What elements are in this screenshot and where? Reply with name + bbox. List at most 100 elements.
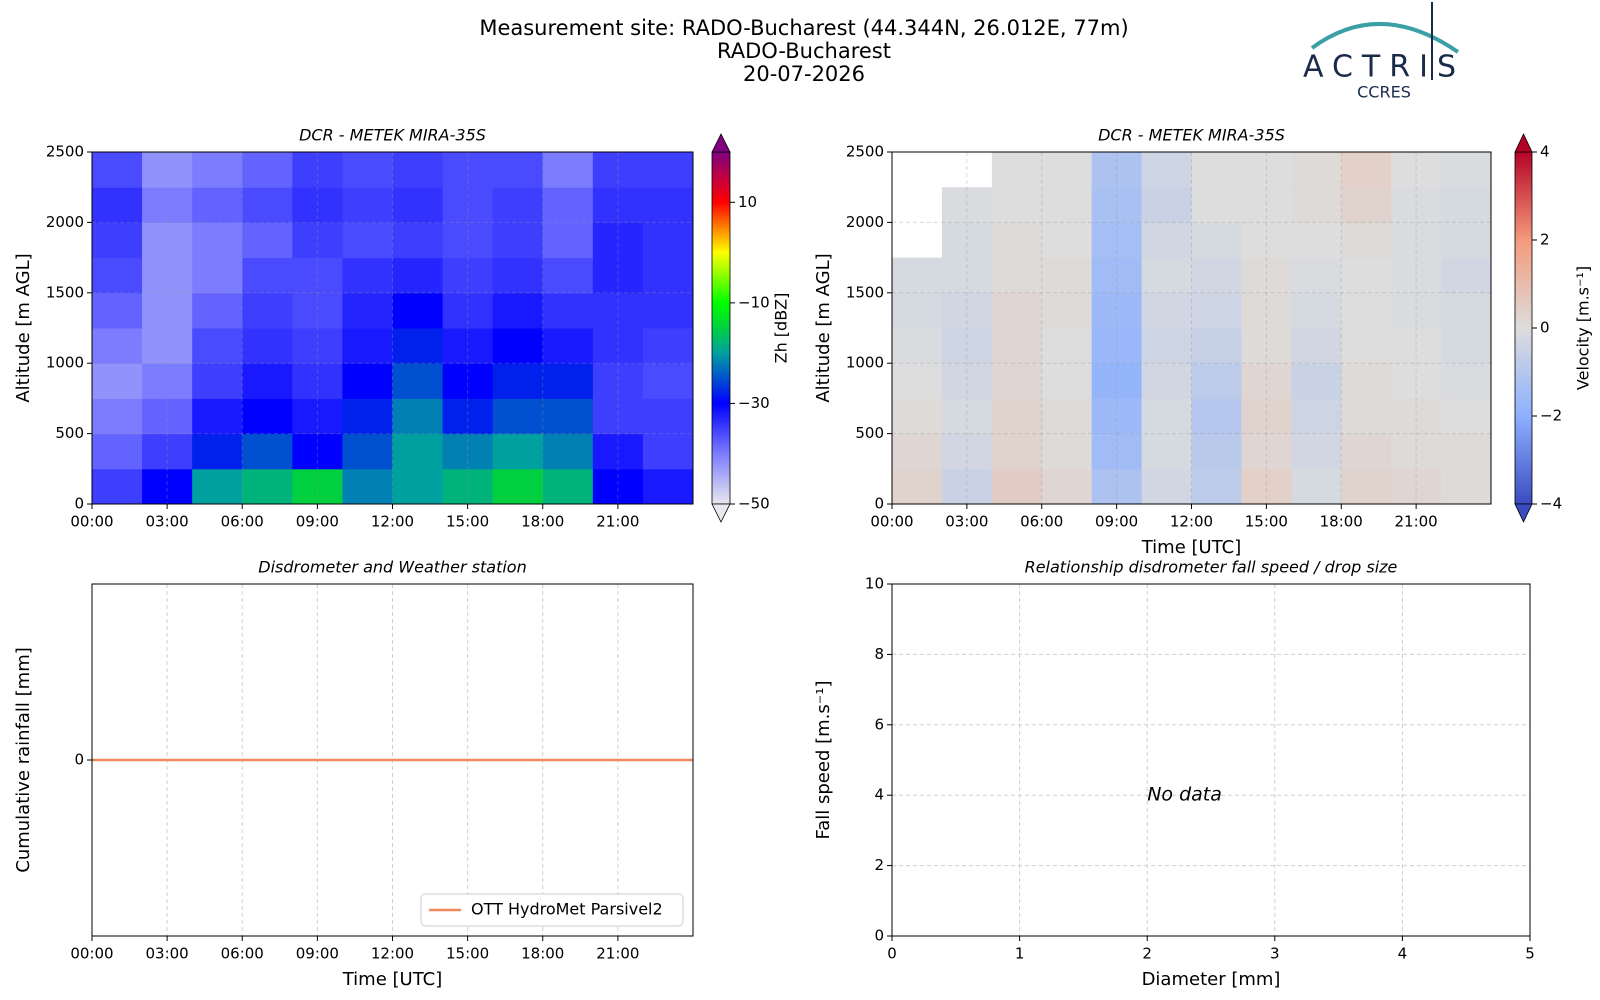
- heatmap-cell: [1441, 292, 1492, 329]
- heatmap-cell: [142, 292, 193, 329]
- y-axis-label: Fall speed [m.s⁻¹]: [813, 681, 834, 840]
- heatmap-cell: [991, 398, 1043, 435]
- heatmap-cell: [1341, 187, 1392, 223]
- heatmap-cell: [1291, 187, 1342, 223]
- heatmap-cell: [1241, 433, 1292, 470]
- heatmap-cell: [1041, 152, 1093, 188]
- heatmap-cell: [1041, 398, 1093, 435]
- axes-frame: [91, 583, 694, 937]
- colorbar-extend-max: [711, 133, 731, 153]
- heatmap-cell: [1241, 363, 1292, 399]
- heatmap-cell: [991, 222, 1043, 259]
- heatmap-cell: [1191, 222, 1242, 259]
- heatmap-cell: [1041, 292, 1093, 329]
- heatmap-cell: [342, 398, 393, 435]
- colorbar-tick-label: −4: [1540, 495, 1562, 513]
- heatmap-cell: [642, 222, 694, 259]
- annotation: No data: [1147, 784, 1222, 806]
- heatmap-cell: [292, 363, 343, 399]
- heatmap-cell: [1041, 328, 1093, 364]
- heatmap-cell: [192, 222, 243, 259]
- heatmap-cell: [242, 257, 293, 294]
- y-tick-label: 8: [874, 645, 884, 663]
- heatmap-cell: [1091, 433, 1143, 470]
- heatmap-cell: [1441, 152, 1492, 188]
- heatmap-cell: [492, 257, 544, 294]
- heatmap-cell: [192, 363, 243, 399]
- heatmap-cell: [192, 257, 243, 294]
- heatmap-cell: [1391, 152, 1442, 188]
- heatmap-cell: [1391, 222, 1442, 259]
- y-tick-label: 500: [855, 424, 884, 442]
- heatmap-cell: [941, 433, 993, 470]
- heatmap-cell: [941, 468, 993, 505]
- colorbar: [711, 151, 731, 505]
- y-tick-label: 4: [874, 786, 884, 804]
- heatmap-cell: [592, 363, 644, 399]
- colorbar-tick-label: 10: [738, 193, 757, 211]
- colorbar-tick-label: 2: [1540, 231, 1550, 249]
- heatmap-cell: [1391, 398, 1442, 435]
- heatmap-cell: [292, 152, 343, 188]
- heatmap-cell: [642, 152, 694, 188]
- heatmap-cell: [592, 468, 644, 505]
- y-axis-label: Altitude [m AGL]: [813, 253, 834, 402]
- heatmap-cell: [991, 292, 1043, 329]
- legend-box: [420, 893, 684, 927]
- heatmap-cell: [542, 152, 594, 188]
- heatmap-cell: [941, 328, 993, 364]
- heatmap-cell: [1441, 398, 1492, 435]
- x-tick-label: 06:00: [1020, 513, 1063, 531]
- heatmap-cell: [941, 292, 993, 329]
- heatmap-cell: [1391, 433, 1442, 470]
- heatmap-cell: [1341, 398, 1392, 435]
- heatmap-cell: [292, 328, 343, 364]
- heatmap-cell: [192, 398, 243, 435]
- heatmap-cell: [1441, 328, 1492, 364]
- heatmap-cell: [991, 257, 1043, 294]
- heatmap-cell: [592, 292, 644, 329]
- heatmap-cell: [1191, 468, 1242, 505]
- heatmap-cell: [1041, 468, 1093, 505]
- heatmap-cell: [542, 257, 594, 294]
- x-tick-label: 06:00: [221, 945, 264, 963]
- heatmap-cell: [92, 328, 143, 364]
- heatmap-cell: [192, 433, 243, 470]
- heatmap-cell: [492, 433, 544, 470]
- x-tick-label: 12:00: [371, 513, 414, 531]
- heatmap-cell: [92, 222, 143, 259]
- x-tick-label: 00:00: [70, 945, 113, 963]
- heatmap-cell: [392, 257, 444, 294]
- heatmap-cell: [392, 363, 444, 399]
- heatmap-cell: [342, 292, 393, 329]
- heatmap-cell: [1141, 257, 1192, 294]
- heatmap-cell: [991, 152, 1043, 188]
- heatmap-cell: [1241, 187, 1292, 223]
- heatmap-cell: [242, 468, 293, 505]
- heatmap-cell: [1341, 257, 1392, 294]
- colorbar-extend-max: [1514, 133, 1533, 153]
- heatmap-cell: [1191, 363, 1242, 399]
- heatmap-cell: [642, 187, 694, 223]
- heatmap-cell: [292, 187, 343, 223]
- heatmap-cell: [1291, 222, 1342, 259]
- heatmap-cell: [192, 152, 243, 188]
- x-tick-label: 18:00: [521, 513, 564, 531]
- heatmap-cell: [242, 152, 293, 188]
- heatmap-cell: [1391, 292, 1442, 329]
- colorbar-label: Velocity [m.s⁻¹]: [1574, 266, 1593, 390]
- x-tick-label: 5: [1525, 945, 1535, 963]
- legend-label: OTT HydroMet Parsivel2: [471, 900, 663, 919]
- heatmap-cell: [392, 222, 444, 259]
- heatmap-cell: [442, 363, 494, 399]
- heatmap-cell: [1141, 292, 1192, 329]
- heatmap-cell: [941, 222, 993, 259]
- heatmap-cell: [192, 187, 243, 223]
- heatmap-cell: [1291, 468, 1342, 505]
- y-tick-label: 2000: [46, 213, 84, 231]
- heatmap-cell: [92, 363, 143, 399]
- heatmap-cell: [892, 257, 943, 294]
- heatmap-cell: [142, 187, 193, 223]
